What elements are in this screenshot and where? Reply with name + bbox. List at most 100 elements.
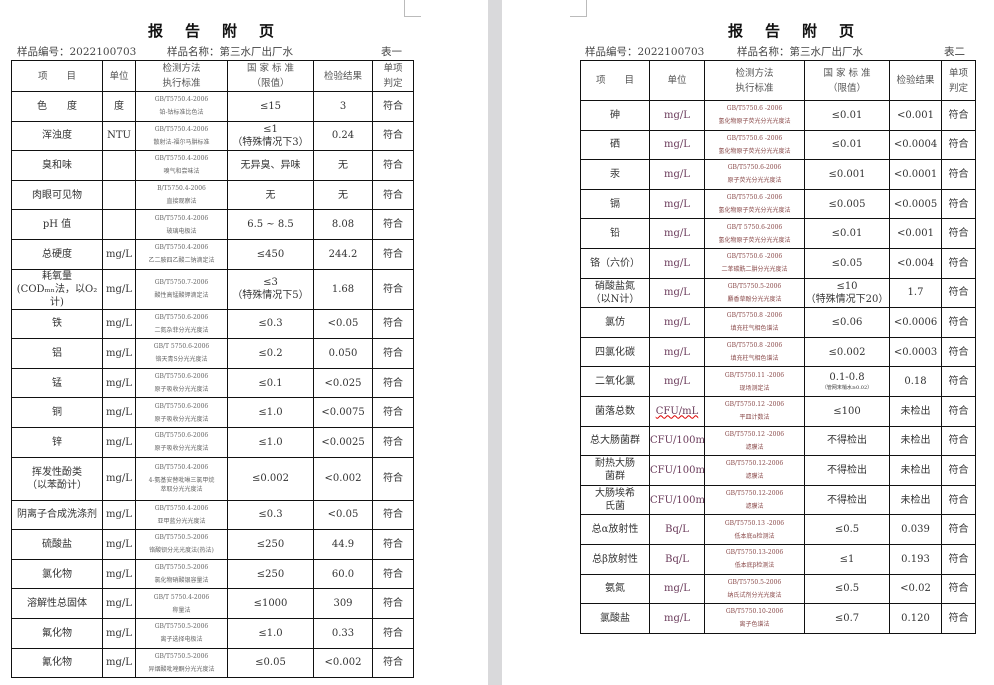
results-table-2: 项 目单位 检测方法 执行标准国 家 标 准 （限值） 检验结果 单项 判定 砷 mg/…	[580, 60, 976, 634]
method-name: 低本底β检测法	[734, 562, 775, 570]
result: 3	[313, 91, 373, 122]
verdict: 符合	[372, 338, 414, 369]
method-standard: GB/T5750.13-2006	[725, 549, 784, 557]
method-standard: GB/T5750.4-2006	[154, 96, 209, 104]
item-name: 硫酸盐	[11, 529, 103, 560]
method-standard: GB/T5750.6 -2006	[726, 105, 783, 113]
method-name: 玻璃电极法	[166, 227, 197, 235]
verdict: 符合	[941, 129, 976, 161]
header-item: 项 目	[11, 60, 103, 92]
sample-name: 样品名称：第三水厂出厂水	[167, 46, 293, 58]
limit-value: ≤0.005	[828, 198, 866, 210]
limit-value: ≤1 （特殊情况下3）	[232, 123, 309, 148]
limit-cell: ≤250	[227, 529, 314, 560]
limit-cell: ≤10 （特殊情况下20）	[804, 277, 890, 309]
table-row: 氯酸盐 mg/L GB/T5750.10-2006 离子色谱法 ≤0.7 0.120 符合	[580, 603, 976, 634]
item-name: 总硬度	[11, 238, 103, 270]
item-name: 挥发性酚类 （以苯酚计）	[11, 456, 103, 501]
verdict: 符合	[941, 395, 976, 427]
item-name: 锌	[11, 426, 103, 458]
item-name: 总β放射性	[580, 543, 650, 575]
limit-cell: ≤0.1	[227, 367, 314, 399]
verdict: 符合	[372, 179, 414, 211]
header-method: 检测方法 执行标准	[704, 60, 805, 101]
limit-value: 不得检出	[827, 494, 867, 506]
item-name: 阴离子合成洗涤剂	[11, 499, 103, 531]
limit-value: ≤15	[259, 100, 282, 112]
method-cell: GB/T5750.5-2006 纳氏试剂分光光度法	[704, 573, 805, 605]
unit: mg/L	[102, 499, 136, 531]
table-row: 锌 mg/L GB/T5750.6-2006 原子吸收分光光度法 ≤1.0 <0.0025…	[11, 426, 414, 458]
unit: NTU	[102, 120, 136, 152]
unit: mg/L	[102, 397, 136, 428]
table-row: 硒 mg/L GB/T5750.6 -2006 氢化物原子荧光分光光度法 ≤0.01 <0…	[580, 129, 976, 161]
limit-value: ≤0.01	[831, 139, 863, 151]
method-standard: GB/T5750.4-2006	[154, 125, 209, 133]
table-header-row: 项 目单位 检测方法 执行标准国 家 标 准 （限值） 检验结果 单项 判定	[580, 60, 976, 101]
result: <0.025	[313, 367, 373, 399]
method-standard: GB/T5750.4-2006	[154, 464, 209, 472]
limit-value: ≤0.3	[258, 318, 283, 330]
method-standard: B/T5750.4-2006	[157, 185, 206, 193]
unit: mg/L	[649, 159, 705, 190]
method-standard: GB/T5750.11 -2006	[724, 371, 785, 379]
sample-number: 样品编号：2022100703	[17, 46, 137, 58]
verdict: 符合	[941, 425, 976, 457]
method-name: 原子吸收分光光度法	[154, 445, 209, 453]
method-name: 滤膜法	[745, 443, 764, 451]
limit-value: ≤0.002	[251, 473, 289, 485]
limit-cell: ≤0.3	[227, 499, 314, 531]
method-cell: GB/T5750.4-2006 散射法-福尔马肼标准	[135, 120, 228, 152]
method-name: 麝香草酚分光光度法	[727, 295, 782, 303]
method-cell: GB/T5750.13-2006 低本底β检测法	[704, 543, 805, 575]
method-cell: GB/T5750.6-2006 原子荧光分光光度法	[704, 159, 805, 190]
verdict: 符合	[372, 150, 414, 181]
table-row: 总α放射性 Bq/L GB/T5750.13 -2006 低本底α检测法 ≤0.5 0.0…	[580, 514, 976, 545]
unit: mg/L	[649, 366, 705, 397]
limit-value: ≤0.05	[831, 257, 863, 269]
method-name: 异烟酸吡唑酮分光光度法	[148, 665, 215, 673]
header-result: 检验结果	[313, 60, 373, 92]
method-standard: GB/T5750.6-2006	[154, 313, 209, 321]
verdict: 符合	[372, 588, 414, 619]
method-cell: GB/T5750.6 -2006 二苯碳酰二肼分光光度法	[704, 247, 805, 279]
method-name: 氯化物硝酸银容量法	[154, 577, 209, 585]
limit-cell: ≤15	[227, 91, 314, 122]
table-row: 浑浊度 NTU GB/T5750.4-2006 散射法-福尔马肼标准 ≤1 （特殊情况下…	[11, 120, 414, 152]
item-name: 大肠埃希 氏菌	[580, 484, 650, 516]
method-cell: GB/T5750.8 -2006 填充柱气相色谱法	[704, 336, 805, 368]
unit: CFU/100mL	[649, 484, 705, 516]
limit-cell: 0.1-0.8 （管网末梢水≥0.02）	[804, 366, 890, 397]
limit-cell: ≤0.001	[804, 159, 890, 190]
method-name: 二苯碳酰二肼分光光度法	[721, 266, 788, 274]
item-name: 二氧化氯	[580, 366, 650, 397]
method-standard: GB/T5750.12 -2006	[724, 401, 785, 409]
limit-cell: ≤1 （特殊情况下3）	[227, 120, 314, 152]
method-name: 二氮杂菲分光光度法	[154, 326, 209, 334]
verdict: 符合	[372, 529, 414, 560]
result: 未检出	[889, 395, 942, 427]
result: <0.0003	[889, 336, 942, 368]
method-cell: B/T5750.4-2006 直接观察法	[135, 179, 228, 211]
method-cell: GB/T5750.12 -2006 平皿计数法	[704, 395, 805, 427]
unit: mg/L	[102, 268, 136, 310]
method-name: 铬天青S分光光度法	[155, 356, 208, 364]
method-standard: GB/T5750.4-2006	[154, 504, 209, 512]
method-standard: GB/T5750.5-2006	[154, 534, 209, 542]
limit-value: ≤1.0	[258, 627, 283, 639]
table-label: 表一	[381, 46, 402, 58]
limit-cell: ≤0.2	[227, 338, 314, 369]
result: 60.0	[313, 558, 373, 590]
limit-cell: 无异臭、异味	[227, 150, 314, 181]
limit-value: ≤100	[833, 405, 861, 417]
verdict: 符合	[372, 91, 414, 122]
limit-value: 无	[265, 189, 276, 201]
method-name: 散射法-福尔马肼标准	[153, 138, 210, 146]
method-name: 填充柱气相色谱法	[730, 355, 779, 363]
method-cell: GB/T5750.13 -2006 低本底α检测法	[704, 514, 805, 545]
method-name: 嗅气和尝味法	[163, 168, 200, 176]
method-cell: GB/T5750.4-2006 乙二胺四乙酸二钠滴定法	[135, 238, 228, 270]
method-standard: GB/T 5750.6-2006	[726, 223, 783, 231]
limit-value: ≤0.7	[834, 612, 860, 624]
